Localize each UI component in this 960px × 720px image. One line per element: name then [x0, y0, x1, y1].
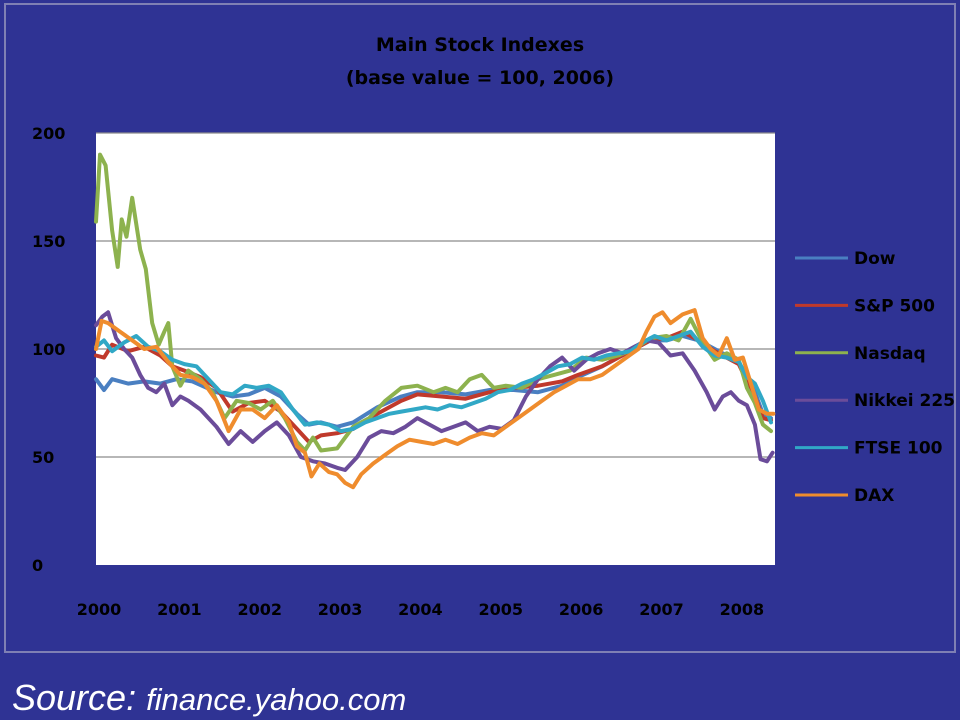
- legend-label: S&P 500: [854, 296, 935, 316]
- legend-label: FTSE 100: [854, 439, 943, 459]
- y-tick-label: 0: [32, 556, 43, 575]
- x-tick-label: 2001: [157, 600, 202, 619]
- x-tick-label: 2000: [77, 600, 122, 619]
- chart-title: Main Stock Indexes: [376, 34, 584, 56]
- legend-label: Nikkei 225: [854, 391, 955, 411]
- series-lines: [94, 152, 776, 490]
- legend: Dow S&P 500 Nasdaq Nikkei 225 FTSE 100 DAX: [795, 249, 955, 506]
- x-tick-label: 2008: [720, 600, 765, 619]
- legend-label: DAX: [854, 486, 894, 506]
- y-tick-label: 200: [32, 124, 65, 143]
- x-tick-label: 2006: [559, 600, 604, 619]
- chart-frame: [4, 3, 956, 653]
- stock-index-chart: Main Stock Indexes (base value = 100, 20…: [32, 34, 955, 619]
- series-line-5: [94, 329, 773, 434]
- y-tick-label: 150: [32, 232, 65, 251]
- series-line-6: [94, 308, 776, 490]
- series-line-4: [94, 310, 775, 472]
- legend-label: Dow: [854, 249, 896, 269]
- x-tick-label: 2004: [398, 600, 443, 619]
- x-axis-tick-labels: 2000 2001 2002 2003 2004 2005 2006 2007 2008: [77, 600, 764, 619]
- y-axis-tick-labels: 0 50 100 150 200: [32, 124, 65, 575]
- x-tick-label: 2007: [639, 600, 684, 619]
- y-tick-label: 100: [32, 340, 65, 359]
- source-site: finance.yahoo.com: [146, 682, 407, 717]
- x-tick-label: 2003: [318, 600, 363, 619]
- x-tick-label: 2002: [237, 600, 282, 619]
- x-tick-label: 2005: [479, 600, 524, 619]
- source-prefix: Source:: [12, 677, 137, 718]
- source-credit: Source: finance.yahoo.com: [12, 680, 406, 716]
- y-tick-label: 50: [32, 448, 54, 467]
- legend-label: Nasdaq: [854, 344, 926, 364]
- chart-subtitle: (base value = 100, 2006): [346, 67, 614, 89]
